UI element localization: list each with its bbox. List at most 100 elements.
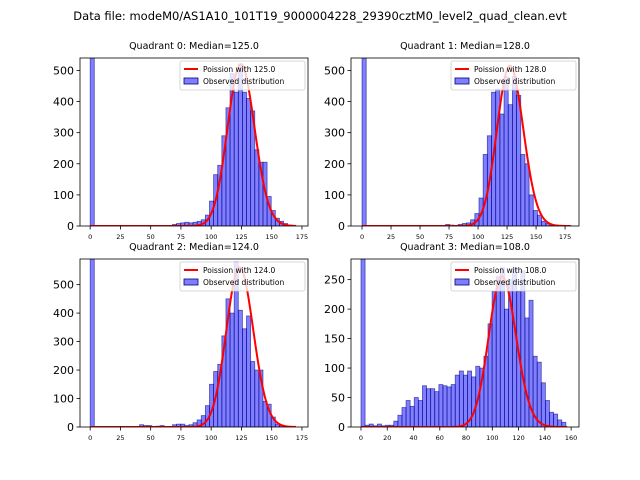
legend: Poission with 125.0 Observed distribution <box>179 60 306 91</box>
y-tick-label: 100 <box>53 189 74 202</box>
histogram-bar <box>537 214 543 226</box>
histogram-bar <box>507 104 513 226</box>
histogram-bar <box>246 98 252 226</box>
x-tick-label: 100 <box>205 434 217 442</box>
x-tick-label: 50 <box>147 233 155 241</box>
histogram-bar <box>499 113 505 226</box>
histogram-bar <box>499 267 505 427</box>
histogram-bar <box>438 384 444 427</box>
x-tick-label: 175 <box>296 434 308 442</box>
x-tick-label: 20 <box>383 434 391 442</box>
y-tick-label: 500 <box>53 279 74 292</box>
x-tick-label: 50 <box>416 233 424 241</box>
histogram-bar <box>229 312 235 427</box>
histogram-bar <box>463 374 468 427</box>
legend-box <box>450 60 577 91</box>
histogram-bar <box>242 91 247 226</box>
legend-box <box>450 261 577 292</box>
histogram-bar <box>458 370 464 427</box>
histogram-bar <box>361 58 367 226</box>
x-tick-label: 25 <box>116 434 124 442</box>
legend-curve-label: Poission with 128.0 <box>474 65 547 74</box>
y-tick-label: 200 <box>53 158 74 171</box>
histogram-bar <box>237 309 243 427</box>
histogram-bar <box>471 376 477 427</box>
histogram-bar <box>520 270 526 427</box>
legend-bar-swatch <box>183 77 199 85</box>
x-tick-label: 100 <box>472 233 484 241</box>
y-tick-label: 0 <box>67 220 74 233</box>
y-tick-label: 50 <box>331 392 345 405</box>
histogram-bar <box>250 361 256 427</box>
histogram-bar <box>413 397 419 427</box>
legend-curve-label: Poission with 125.0 <box>203 65 276 74</box>
histogram-bar <box>89 259 95 427</box>
histogram-bar <box>254 369 260 427</box>
y-tick-label: 200 <box>53 364 74 377</box>
x-tick-label: 25 <box>116 233 124 241</box>
x-tick-label: 80 <box>462 434 470 442</box>
x-tick-label: 100 <box>205 233 217 241</box>
x-tick-label: 50 <box>147 434 155 442</box>
x-tick-label: 125 <box>235 434 247 442</box>
y-tick-label: 100 <box>53 393 74 406</box>
x-tick-label: 120 <box>512 434 524 442</box>
x-tick-label: 125 <box>235 233 247 241</box>
histogram-bar <box>89 58 95 226</box>
histogram-bar <box>511 76 517 226</box>
y-tick-label: 250 <box>324 274 345 287</box>
subplot-title: Quadrant 3: Median=108.0 <box>400 242 530 253</box>
x-tick-label: 100 <box>486 434 498 442</box>
histogram-bar <box>549 411 554 427</box>
y-tick-label: 500 <box>53 64 74 77</box>
histogram-bar <box>246 315 252 427</box>
y-tick-label: 100 <box>324 362 345 375</box>
figure-title: Data file: modeM0/AS1A10_101T19_90000042… <box>73 9 567 23</box>
legend-curve-label: Poission with 124.0 <box>203 266 276 275</box>
histogram-bar <box>528 194 534 226</box>
y-tick-label: 150 <box>324 333 345 346</box>
legend: Poission with 124.0 Observed distribution <box>179 261 306 292</box>
histogram-bar <box>524 317 530 427</box>
x-tick-label: 75 <box>445 233 453 241</box>
histogram-bar <box>520 154 526 226</box>
histogram-bar <box>553 413 559 427</box>
y-tick-label: 0 <box>338 220 345 233</box>
bars <box>89 58 297 226</box>
x-tick-label: 175 <box>296 233 308 241</box>
axes-frame <box>350 57 580 227</box>
histogram-bar <box>417 400 423 427</box>
poisson-curve <box>360 275 568 427</box>
x-tick-label: 60 <box>436 434 444 442</box>
y-tick-label: 300 <box>53 127 74 140</box>
x-tick-label: 175 <box>559 233 571 241</box>
y-tick-label: 200 <box>324 303 345 316</box>
histogram-bar <box>409 405 415 427</box>
x-tick-label: 125 <box>501 233 513 241</box>
x-tick-label: 150 <box>530 233 542 241</box>
x-tick-label: 75 <box>177 434 185 442</box>
histogram-bar <box>242 328 247 427</box>
x-tick-label: 0 <box>88 434 92 442</box>
histogram-bar <box>450 384 456 427</box>
y-tick-label: 0 <box>67 421 74 434</box>
histogram-bar <box>430 388 436 427</box>
legend-box <box>179 261 306 292</box>
x-tick-label: 140 <box>539 434 551 442</box>
legend-bar-label: Observed distribution <box>474 278 555 287</box>
x-tick-label: 75 <box>177 233 185 241</box>
histogram-bar <box>495 276 501 427</box>
legend: Poission with 108.0 Observed distribution <box>450 261 577 292</box>
histogram-bar <box>254 149 260 226</box>
subplot-quadrant-3: Quadrant 3: Median=108.0 0 20 40 60 80 100 120 1… <box>324 242 580 442</box>
subplot-title: Quadrant 2: Median=124.0 <box>129 242 259 253</box>
y-tick-label: 300 <box>53 336 74 349</box>
histogram-bar <box>401 407 407 427</box>
histogram-bar <box>503 76 509 226</box>
axes-frame <box>350 258 580 428</box>
x-tick-label: 150 <box>265 233 277 241</box>
legend: Poission with 128.0 Observed distribution <box>450 60 577 91</box>
x-tick-label: 150 <box>265 434 277 442</box>
subplot-quadrant-0: Quadrant 0: Median=125.0 0 25 50 75 100 125 150… <box>53 41 309 241</box>
legend-bar-label: Observed distribution <box>203 77 284 86</box>
